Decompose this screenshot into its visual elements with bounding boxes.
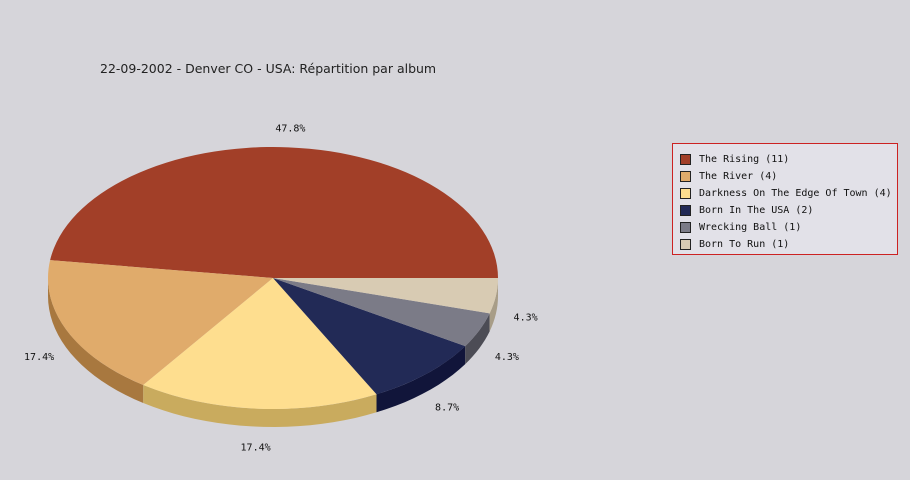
pie-side-born-to-run — [489, 278, 498, 332]
legend-swatch-born-to-run — [680, 239, 691, 250]
legend-item-wrecking-ball: Wrecking Ball (1) — [680, 219, 897, 236]
legend-item-born-in-the-usa: Born In The USA (2) — [680, 202, 897, 219]
legend-label-wrecking-ball: Wrecking Ball (1) — [699, 222, 802, 233]
pie-side-the-river — [48, 278, 144, 404]
pct-label-the-rising: 47.8% — [275, 123, 305, 134]
chart-title: 22-09-2002 - Denver CO - USA: Répartitio… — [100, 61, 437, 76]
pie-slice-the-river — [48, 260, 273, 386]
pie-slice-darkness-on-the-edge-of-town — [143, 278, 377, 409]
legend-item-the-river: The River (4) — [680, 168, 897, 185]
pie-slice-the-rising — [50, 147, 498, 278]
legend: The Rising (11) The River (4) Darkness On … — [672, 143, 898, 255]
legend-label-born-to-run: Born To Run (1) — [699, 239, 790, 250]
legend-item-the-rising: The Rising (11) — [680, 151, 897, 168]
pie-side-wrecking-ball — [465, 313, 490, 365]
legend-item-darkness-on-the-edge-of-town: Darkness On The Edge Of Town (4) — [680, 185, 897, 202]
pct-label-born-in-the-usa: 8.7% — [435, 402, 459, 413]
legend-label-the-rising: The Rising (11) — [699, 154, 790, 165]
legend-swatch-born-in-the-usa — [680, 205, 691, 216]
legend-label-born-in-the-usa: Born In The USA (2) — [699, 205, 814, 216]
legend-label-darkness-on-the-edge-of-town: Darkness On The Edge Of Town (4) — [699, 188, 892, 199]
pct-label-darkness-on-the-edge-of-town: 17.4% — [241, 443, 271, 454]
pct-label-the-river: 17.4% — [24, 352, 54, 363]
legend-label-the-river: The River (4) — [699, 171, 778, 182]
legend-swatch-the-rising — [680, 154, 691, 165]
pie-side-darkness-on-the-edge-of-town — [143, 385, 377, 427]
pct-label-born-to-run: 4.3% — [514, 313, 538, 324]
pie-side-born-in-the-usa — [376, 346, 466, 413]
pie-slice-born-in-the-usa — [273, 278, 466, 395]
pie-slice-born-to-run — [273, 278, 498, 314]
legend-swatch-the-river — [680, 171, 691, 182]
pct-label-wrecking-ball: 4.3% — [495, 352, 519, 363]
legend-item-born-to-run: Born To Run (1) — [680, 236, 897, 253]
pie-slice-wrecking-ball — [273, 278, 490, 347]
legend-swatch-wrecking-ball — [680, 222, 691, 233]
legend-swatch-darkness-on-the-edge-of-town — [680, 188, 691, 199]
